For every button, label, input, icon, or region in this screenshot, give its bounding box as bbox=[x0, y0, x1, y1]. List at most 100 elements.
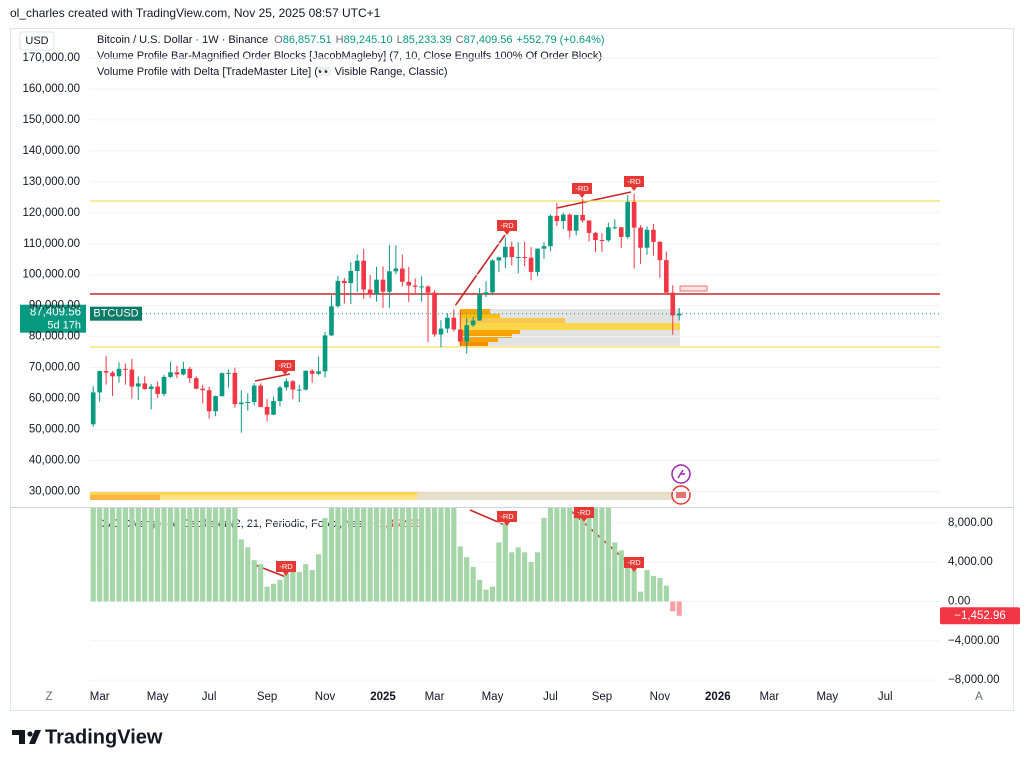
candle-body bbox=[490, 260, 495, 293]
candle-body bbox=[670, 292, 676, 316]
profile-bar bbox=[460, 342, 488, 346]
cvd-bar bbox=[489, 586, 496, 602]
strip bbox=[90, 492, 680, 495]
divergence-tag bbox=[497, 220, 517, 235]
candle-body bbox=[464, 325, 470, 342]
divergence-line bbox=[556, 191, 632, 209]
cvd-bar bbox=[406, 508, 412, 602]
y-tick-label: 120,000.00 bbox=[22, 207, 80, 219]
change: +552.79 (+0.64%) bbox=[517, 34, 605, 46]
y-tick-label: 170,000.00 bbox=[22, 52, 80, 64]
x-tick-label: 2026 bbox=[705, 691, 731, 703]
y-tick-label: 70,000.00 bbox=[29, 362, 80, 374]
logo-mark bbox=[12, 730, 25, 744]
currency-button[interactable] bbox=[19, 31, 55, 51]
candle-body bbox=[483, 292, 489, 295]
attribution: ol_charles created with TradingView.com,… bbox=[10, 6, 381, 20]
y-tick-label: 100,000.00 bbox=[22, 269, 80, 281]
candle-body bbox=[664, 260, 669, 293]
cvd-bar bbox=[303, 564, 309, 602]
candle-body bbox=[625, 201, 631, 237]
x-tick-label: Sep bbox=[592, 691, 612, 703]
y-tick-label: 90,000.00 bbox=[29, 300, 80, 312]
cvd-bar bbox=[412, 508, 418, 602]
cvd-bar bbox=[477, 579, 483, 602]
candle-body bbox=[316, 371, 321, 374]
timezone-button[interactable]: Z bbox=[45, 691, 52, 703]
cvd-bar bbox=[541, 517, 547, 602]
cvd-bar bbox=[212, 508, 219, 602]
cvd-bar bbox=[599, 508, 605, 602]
candle-body bbox=[380, 279, 386, 292]
cvd-bar bbox=[283, 573, 289, 602]
candle-body bbox=[586, 220, 592, 233]
divergence-label: -RD bbox=[627, 558, 641, 567]
y2-tick-label: 4,000.00 bbox=[948, 556, 993, 568]
cvd-bar bbox=[193, 508, 199, 602]
cvd-bar bbox=[348, 508, 354, 602]
candle-body bbox=[290, 381, 296, 390]
divergence-line bbox=[254, 373, 291, 382]
candle-body bbox=[168, 372, 173, 377]
y-tick-label: 130,000.00 bbox=[22, 176, 80, 188]
cvd-bar bbox=[663, 585, 669, 602]
cvd-bar bbox=[592, 508, 599, 602]
y2-tick-label: 0.00 bbox=[948, 595, 970, 607]
flag-glyph bbox=[676, 491, 686, 498]
divergence-label: -RD bbox=[500, 512, 514, 521]
last-price-label: 87,409.56 bbox=[30, 307, 81, 319]
cvd-bar bbox=[425, 508, 431, 602]
auto-scale-button[interactable]: A bbox=[975, 691, 983, 703]
candle-body bbox=[206, 390, 212, 412]
x-tick-label: Jul bbox=[543, 691, 558, 703]
last-value-label: −1,452.96 bbox=[954, 610, 1005, 622]
cvd-bar bbox=[290, 567, 296, 602]
candle-body bbox=[226, 372, 231, 374]
candle-body bbox=[612, 227, 618, 229]
cvd-bar bbox=[580, 508, 586, 602]
candle-body bbox=[393, 268, 399, 272]
cvd-bar bbox=[612, 542, 618, 602]
x-tick-label: Jul bbox=[202, 691, 217, 703]
candle-body bbox=[342, 280, 347, 284]
candle-body bbox=[284, 381, 289, 388]
cvd-bar bbox=[618, 550, 624, 602]
symbol: Bitcoin / U.S. Dollar · 1W · Binance bbox=[97, 34, 268, 46]
cvd-bar bbox=[200, 508, 206, 602]
profile-bar bbox=[460, 309, 490, 314]
cvd-bar bbox=[142, 508, 148, 602]
y-tick-label: 50,000.00 bbox=[29, 424, 80, 436]
last-price-tag bbox=[20, 304, 86, 333]
ohlc-value: 89,245.10 bbox=[344, 34, 393, 46]
brand-logo bbox=[12, 730, 41, 744]
candle-body bbox=[438, 328, 444, 335]
divergence-tag bbox=[497, 511, 517, 526]
divergence-label: -RD bbox=[627, 177, 641, 186]
candle-body bbox=[97, 371, 102, 393]
x-tick-label: Mar bbox=[759, 691, 779, 703]
candle-body bbox=[503, 246, 508, 258]
y2-tick-label: −8,000.00 bbox=[948, 674, 999, 686]
event-icon-glyph bbox=[677, 469, 685, 479]
cvd-bar bbox=[515, 547, 521, 602]
x-tick-label: May bbox=[482, 691, 504, 703]
cvd-bar bbox=[251, 560, 257, 602]
cvd-bar bbox=[399, 508, 405, 602]
y2-tick-label: −4,000.00 bbox=[948, 635, 999, 647]
symbol-label: BTCUSD bbox=[93, 308, 138, 320]
cvd-bar bbox=[605, 508, 611, 602]
candle-body bbox=[528, 257, 534, 272]
y-tick-label: 60,000.00 bbox=[29, 393, 80, 405]
cvd-bar bbox=[657, 577, 663, 602]
candle-body bbox=[477, 294, 482, 321]
divergence-tag bbox=[574, 507, 594, 522]
cvd-bar bbox=[573, 508, 579, 602]
candle-body bbox=[457, 329, 463, 342]
cvd-bar bbox=[625, 557, 631, 602]
cvd-bar bbox=[509, 552, 515, 602]
candle-body bbox=[309, 370, 315, 374]
profile-bar bbox=[460, 323, 680, 330]
cvd-bar bbox=[245, 547, 251, 602]
cvd-pane bbox=[90, 508, 940, 681]
cvd-bar bbox=[270, 583, 277, 602]
